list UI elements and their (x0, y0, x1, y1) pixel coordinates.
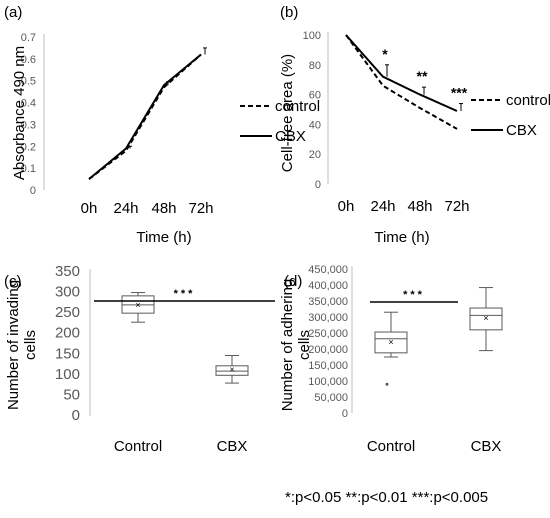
y-tick-label-a: 0.3 (21, 119, 36, 131)
y-axis-title-b: Cell-free area (%) (279, 54, 296, 172)
y-tick-label-b: 40 (309, 119, 321, 131)
y-tick-label-a: 0.5 (21, 76, 36, 88)
y-tick-label-d: 350,000 (308, 296, 348, 308)
y-tick-label-b: 80 (309, 60, 321, 72)
significance-marker-b: ** (417, 68, 428, 84)
box-mean-marker-d: × (388, 337, 393, 347)
y-tick-label-d: 250,000 (308, 328, 348, 340)
y-tick-label-b: 60 (309, 90, 321, 102)
y-tick-label-c: 0 (72, 407, 80, 424)
y-tick-label-c: 350 (55, 263, 80, 280)
box-control-d (374, 331, 408, 354)
legend-label-cbx-a: CBX (275, 128, 306, 145)
series-line-cbx-b (345, 34, 458, 112)
x-tick-label-a: 48h (151, 200, 176, 217)
x-axis-title-a: Time (h) (136, 229, 191, 246)
x-tick-label-b: 24h (370, 198, 395, 215)
significance-marker-b: *** (451, 85, 468, 101)
legend-label-control-b: control (506, 92, 550, 109)
box-outlier-d (385, 382, 389, 386)
y-axis-title-a: Absorbance 490 nm (11, 46, 28, 180)
y-tick-label-a: 0.2 (21, 141, 36, 153)
legend-label-cbx-b: CBX (506, 122, 537, 139)
x-tick-label-b: 72h (444, 198, 469, 215)
box-mean-marker-c: × (229, 365, 234, 375)
y-tick-label-a: 0.6 (21, 54, 36, 66)
y-tick-label-a: 0.1 (21, 163, 36, 175)
box-cbx-c (215, 365, 249, 376)
x-tick-label-b: 0h (338, 198, 355, 215)
box-cbx-d (469, 307, 503, 331)
y-tick-label-d: 200,000 (308, 344, 348, 356)
significance-footnote: *:p<0.05 **:p<0.01 ***:p<0.005 (285, 489, 489, 506)
significance-marker-c: *** (174, 288, 196, 300)
y-axis-title-c: Number of invadingcells (5, 280, 39, 410)
panel-label-c: (c) (4, 273, 22, 290)
y-tick-label-c: 250 (55, 304, 80, 321)
x-tick-label-d: CBX (471, 438, 502, 455)
y-tick-label-b: 20 (309, 149, 321, 161)
significance-marker-d: *** (403, 289, 425, 301)
x-tick-label-c: CBX (217, 438, 248, 455)
y-tick-label-a: 0 (30, 185, 36, 197)
x-tick-label-d: Control (367, 438, 415, 455)
box-mean-marker-d: × (483, 313, 488, 323)
x-tick-label-b: 48h (407, 198, 432, 215)
y-tick-label-d: 450,000 (308, 264, 348, 276)
y-tick-label-c: 300 (55, 284, 80, 301)
y-tick-label-d: 0 (342, 408, 348, 420)
panel-label-b: (b) (280, 4, 298, 21)
y-tick-label-a: 0.4 (21, 98, 36, 110)
y-tick-label-c: 200 (55, 325, 80, 342)
x-axis-title-b: Time (h) (374, 229, 429, 246)
series-line-cbx-a (88, 53, 202, 180)
y-tick-label-d: 50,000 (314, 392, 348, 404)
legend-label-control-a: control (275, 98, 320, 115)
y-tick-label-d: 150,000 (308, 360, 348, 372)
x-tick-label-a: 72h (188, 200, 213, 217)
significance-marker-b: * (382, 46, 388, 62)
y-tick-label-b: 100 (303, 30, 321, 42)
box-mean-marker-c: × (135, 300, 140, 310)
x-tick-label-a: 0h (81, 200, 98, 217)
y-tick-label-b: 0 (315, 179, 321, 191)
y-tick-label-a: 0.7 (21, 32, 36, 44)
y-tick-label-c: 150 (55, 345, 80, 362)
series-line-control-b (345, 34, 458, 130)
panel-label-a: (a) (4, 4, 22, 21)
y-tick-label-c: 50 (63, 386, 80, 403)
y-tick-label-c: 100 (55, 366, 80, 383)
y-tick-label-d: 300,000 (308, 312, 348, 324)
x-tick-label-c: Control (114, 438, 162, 455)
y-tick-label-d: 400,000 (308, 280, 348, 292)
y-axis-title-d: Number of adheringcells (279, 279, 313, 412)
y-tick-label-d: 100,000 (308, 376, 348, 388)
panel-label-d: (d) (284, 273, 302, 290)
x-tick-label-a: 24h (113, 200, 138, 217)
